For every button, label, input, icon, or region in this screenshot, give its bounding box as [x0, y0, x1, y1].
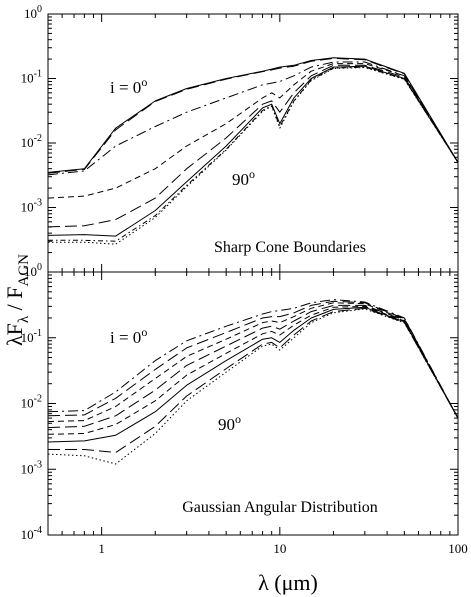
y-tick-label: 10-1 [21, 328, 42, 345]
series-line-1 [47, 57, 459, 174]
panel-top: 100 10-1 10-2 10-3 Sharp Cone Boundaries i = … [21, 4, 459, 273]
angle-90-label: 90o [218, 412, 241, 434]
series-line-3 [47, 304, 459, 429]
y-tick-label: 100 [24, 4, 42, 21]
y-tick-label: 10-2 [21, 394, 42, 411]
y-tick-label: 10-3 [21, 459, 42, 476]
x-tick-label: 1 [98, 541, 105, 556]
series-line-6 [48, 307, 459, 453]
series-line-4 [47, 64, 459, 228]
x-tick-label: 100 [448, 541, 468, 556]
plot-frame [47, 13, 459, 273]
x-tick-label: 10 [273, 541, 286, 556]
series-line-1 [47, 300, 459, 419]
series-line-7 [47, 308, 459, 465]
series-line-5 [47, 306, 459, 443]
series-line-0 [47, 299, 459, 419]
y-tick-label: 10-4 [21, 525, 42, 542]
x-axis-title: λ (μm) [258, 570, 318, 595]
series-line-3 [47, 63, 459, 199]
plot-frame [47, 271, 459, 536]
series-line-6 [48, 66, 459, 242]
y-tick-label: 10-1 [21, 69, 42, 86]
y-tick-label: 10-3 [21, 198, 42, 215]
y-tick-label: 100 [24, 262, 42, 279]
inclination-label: i = 0o [110, 325, 147, 347]
series-line-5 [47, 65, 459, 237]
panel-annotation: Sharp Cone Boundaries [214, 239, 366, 256]
y-axis-title: λFλ / FAGN [2, 254, 32, 346]
angle-90-label: 90o [232, 167, 255, 189]
panel-annotation: Gaussian Angular Distribution [182, 499, 378, 516]
panel-bottom: 100 10-1 10-2 10-3 10-4 1 10 100 Gaussian Angula… [21, 262, 468, 556]
series-line-7 [48, 67, 459, 245]
panels: 100 10-1 10-2 10-3 Sharp Cone Boundaries i = … [21, 4, 468, 556]
series-line-0 [47, 57, 459, 173]
series-line-2 [47, 61, 459, 176]
y-tick-label: 10-2 [21, 133, 42, 150]
series-line-4 [47, 305, 459, 435]
inclination-label: i = 0o [110, 75, 147, 97]
